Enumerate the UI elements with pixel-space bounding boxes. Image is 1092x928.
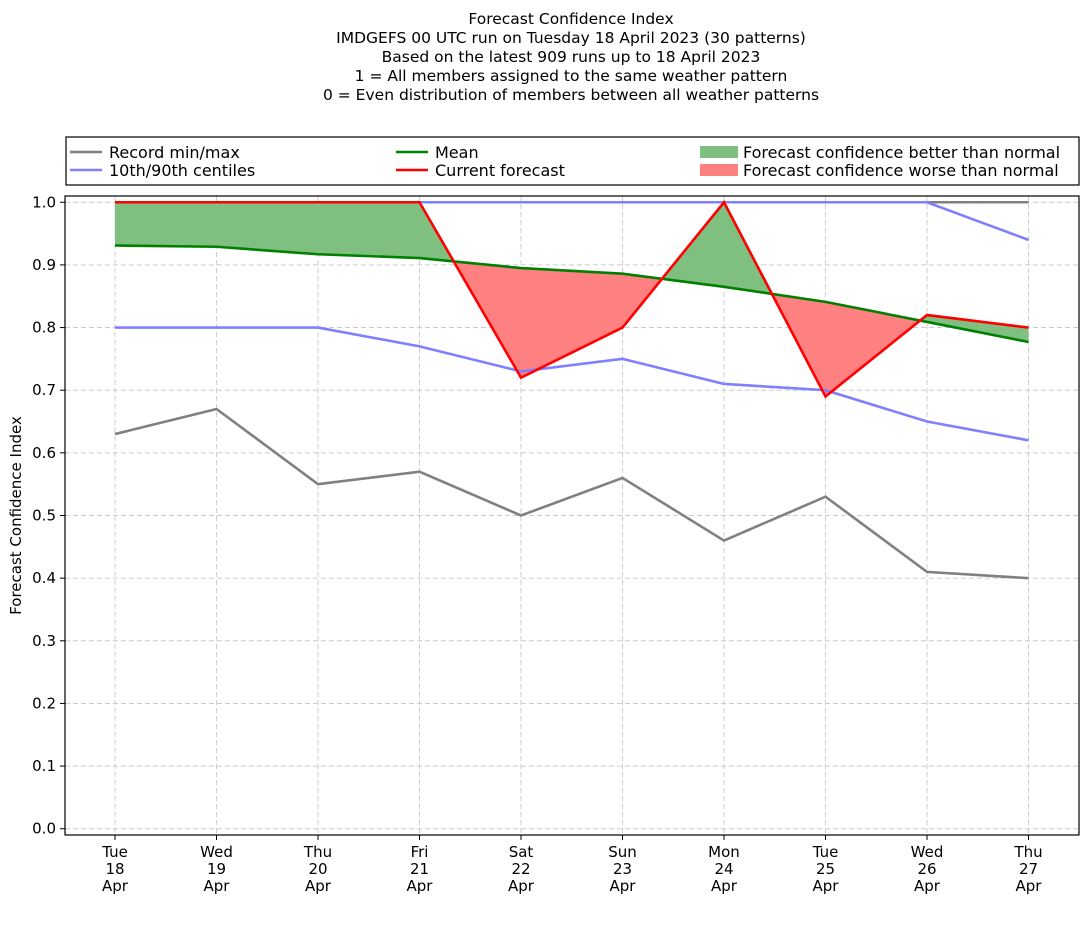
y-tick-label: 0.0 — [32, 820, 56, 838]
centile-line — [115, 326, 1029, 442]
record-line — [114, 407, 1029, 580]
x-tick-label: 23 — [613, 860, 632, 878]
y-tick-label: 0.4 — [32, 569, 56, 587]
y-tick-label: 1.0 — [32, 193, 56, 211]
series-lines — [114, 199, 1029, 580]
x-tick-label: 22 — [511, 860, 530, 878]
title-line: 0 = Even distribution of members between… — [323, 86, 819, 104]
legend: Record min/max Mean Forecast confidence be… — [65, 136, 1080, 186]
x-tick-label: 25 — [816, 860, 835, 878]
x-tick-label: Wed — [911, 843, 944, 861]
y-tick-label: 0.1 — [32, 757, 56, 775]
x-tick-label: 18 — [105, 860, 124, 878]
legend-swatch — [700, 164, 738, 176]
title-line: Forecast Confidence Index — [468, 10, 673, 28]
y-tick-label: 0.8 — [32, 319, 56, 337]
x-tick-label: Apr — [508, 877, 535, 895]
x-tick-label: Apr — [305, 877, 332, 895]
y-axis-label: Forecast Confidence Index — [7, 416, 25, 615]
legend-label: Forecast confidence better than normal — [743, 143, 1060, 162]
x-tick-label: Wed — [200, 843, 233, 861]
x-tick-label: Apr — [407, 877, 434, 895]
fill-better-than-normal — [115, 202, 217, 247]
x-tick-label: Thu — [1013, 843, 1042, 861]
x-tick-label: Sat — [509, 843, 534, 861]
x-tick-label: Tue — [101, 843, 128, 861]
x-tick-label: 19 — [207, 860, 226, 878]
x-tick-label: 24 — [714, 860, 733, 878]
y-tick-label: 0.5 — [32, 507, 56, 525]
fill-areas — [115, 202, 1029, 397]
mean-line — [114, 244, 1029, 344]
fill-worse-than-normal — [825, 301, 921, 397]
x-tick-label: 20 — [308, 860, 327, 878]
legend-label: 10th/90th centiles — [109, 161, 255, 180]
fill-better-than-normal — [927, 315, 1029, 342]
legend-label: Forecast confidence worse than normal — [743, 161, 1059, 180]
title-line: Based on the latest 909 runs up to 18 Ap… — [382, 48, 761, 66]
x-tick-label: Tue — [812, 843, 839, 861]
x-tick-label: 26 — [917, 860, 936, 878]
axes: 0.00.10.20.30.40.50.60.70.80.91.0Tue18Ap… — [32, 193, 1080, 895]
y-tick-label: 0.3 — [32, 632, 56, 650]
legend-swatch — [700, 146, 738, 158]
x-tick-label: 27 — [1019, 860, 1038, 878]
legend-label: Current forecast — [435, 161, 565, 180]
x-tick-label: Apr — [610, 877, 637, 895]
x-tick-label: Mon — [708, 843, 740, 861]
fill-better-than-normal — [216, 202, 318, 255]
x-tick-label: Apr — [1016, 877, 1043, 895]
legend-label: Mean — [435, 143, 479, 162]
fill-better-than-normal — [318, 202, 420, 259]
title-line: 1 = All members assigned to the same wea… — [355, 67, 788, 85]
y-tick-label: 0.9 — [32, 256, 56, 274]
legend-frame — [65, 136, 1080, 186]
x-tick-label: Sun — [608, 843, 637, 861]
y-tick-label: 0.6 — [32, 444, 56, 462]
x-tick-label: Apr — [914, 877, 941, 895]
title-line: IMDGEFS 00 UTC run on Tuesday 18 April 2… — [336, 29, 806, 47]
current-forecast-line — [115, 199, 1029, 399]
x-tick-label: Apr — [204, 877, 231, 895]
y-tick-label: 0.7 — [32, 381, 56, 399]
x-tick-label: Apr — [102, 877, 129, 895]
x-tick-label: Thu — [303, 843, 332, 861]
x-tick-label: Apr — [711, 877, 738, 895]
x-tick-label: 21 — [410, 860, 429, 878]
x-tick-label: Fri — [411, 843, 429, 861]
y-tick-label: 0.2 — [32, 694, 56, 712]
fill-worse-than-normal — [521, 268, 623, 378]
x-tick-label: Apr — [813, 877, 840, 895]
legend-label: Record min/max — [109, 143, 240, 162]
